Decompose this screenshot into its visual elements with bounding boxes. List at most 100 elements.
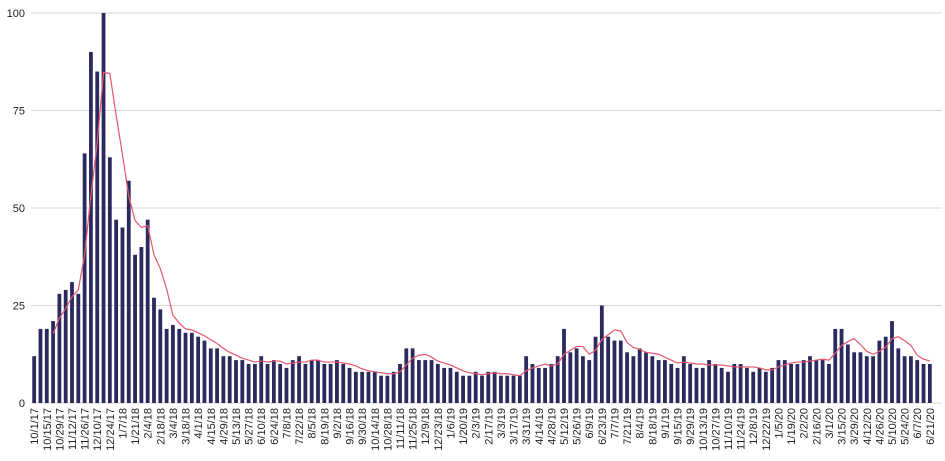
bar bbox=[688, 364, 693, 403]
bar bbox=[309, 360, 314, 403]
bar bbox=[328, 364, 333, 403]
bar bbox=[637, 348, 642, 403]
bar bbox=[177, 328, 182, 403]
x-tick-label: 9/2/18 bbox=[332, 408, 344, 439]
y-tick-label: 100 bbox=[7, 8, 25, 20]
x-tick-label: 3/1/20 bbox=[824, 408, 836, 439]
bar bbox=[524, 356, 529, 403]
bar bbox=[347, 367, 352, 403]
bar bbox=[776, 360, 781, 403]
bar bbox=[902, 356, 907, 403]
bar bbox=[133, 254, 137, 403]
x-tick-label: 3/15/20 bbox=[837, 408, 849, 445]
bar bbox=[385, 375, 390, 403]
x-tick-label: 6/24/18 bbox=[269, 408, 281, 445]
bar bbox=[107, 157, 112, 403]
x-tick-label: 10/27/19 bbox=[710, 408, 722, 451]
bar bbox=[265, 364, 270, 403]
bar bbox=[795, 364, 800, 403]
bar bbox=[335, 360, 339, 403]
bar bbox=[644, 352, 648, 403]
bar bbox=[322, 364, 327, 403]
x-tick-label: 4/14/19 bbox=[534, 408, 546, 445]
bar bbox=[435, 364, 440, 403]
x-tick-label: 2/17/19 bbox=[483, 408, 495, 445]
bar bbox=[164, 328, 169, 403]
bar bbox=[139, 247, 144, 403]
bar bbox=[833, 328, 838, 403]
bar bbox=[120, 227, 125, 403]
bar bbox=[353, 371, 358, 403]
bar bbox=[612, 340, 617, 403]
x-tick-label: 8/18/19 bbox=[647, 408, 659, 445]
bar bbox=[511, 375, 516, 403]
bar bbox=[770, 367, 775, 403]
x-tick-label: 3/29/20 bbox=[849, 408, 861, 445]
x-tick-label: 2/16/20 bbox=[811, 408, 823, 445]
x-tick-label: 6/9/19 bbox=[584, 408, 596, 439]
bar bbox=[171, 325, 175, 403]
bar bbox=[202, 340, 207, 403]
x-tick-label: 4/29/18 bbox=[218, 408, 230, 445]
bar bbox=[82, 153, 87, 403]
x-tick-label: 8/5/18 bbox=[307, 408, 319, 439]
bar bbox=[429, 360, 434, 403]
x-tick-label: 9/30/18 bbox=[357, 408, 369, 445]
bar bbox=[814, 360, 819, 403]
bar bbox=[726, 371, 730, 403]
bar bbox=[480, 375, 484, 403]
bar bbox=[694, 367, 699, 403]
bar bbox=[442, 367, 447, 403]
x-tick-label: 7/8/18 bbox=[281, 408, 293, 439]
x-tick-label: 4/15/18 bbox=[206, 408, 218, 445]
bar bbox=[896, 348, 901, 403]
x-tick-label: 3/4/18 bbox=[168, 408, 180, 439]
bar bbox=[240, 360, 245, 403]
x-tick-label: 5/26/19 bbox=[572, 408, 584, 445]
bar bbox=[751, 371, 756, 403]
bar bbox=[454, 371, 459, 403]
bar bbox=[631, 356, 636, 403]
x-tick-label: 3/3/19 bbox=[496, 408, 508, 439]
x-tick-label: 9/16/18 bbox=[345, 408, 357, 445]
bar bbox=[63, 289, 68, 403]
bar bbox=[883, 336, 888, 403]
bar bbox=[839, 328, 844, 403]
bar bbox=[719, 367, 724, 403]
x-tick-label: 6/23/19 bbox=[597, 408, 609, 445]
x-tick-label: 4/28/19 bbox=[546, 408, 558, 445]
bar bbox=[158, 309, 163, 403]
x-tick-label: 12/24/17 bbox=[105, 408, 117, 451]
x-tick-label: 6/21/20 bbox=[925, 408, 937, 445]
x-tick-label: 10/13/19 bbox=[698, 408, 710, 451]
bar bbox=[227, 356, 232, 403]
x-tick-label: 10/29/17 bbox=[54, 408, 66, 451]
bar bbox=[890, 321, 894, 403]
bar bbox=[650, 356, 655, 403]
bar bbox=[290, 360, 295, 403]
x-tick-label: 11/24/19 bbox=[736, 408, 748, 450]
x-tick-label: 8/4/19 bbox=[635, 408, 647, 439]
x-tick-label: 1/20/19 bbox=[458, 408, 470, 445]
bar bbox=[700, 367, 705, 403]
x-tick-label: 11/25/18 bbox=[408, 408, 420, 450]
x-tick-label: 2/18/18 bbox=[155, 408, 167, 445]
x-tick-label: 5/10/20 bbox=[887, 408, 899, 445]
x-tick-label: 10/28/18 bbox=[382, 408, 394, 451]
x-tick-label: 2/4/18 bbox=[143, 408, 155, 439]
bar bbox=[555, 356, 560, 403]
bar bbox=[145, 219, 150, 403]
bar bbox=[391, 371, 396, 403]
bar bbox=[259, 356, 264, 403]
bar bbox=[208, 348, 213, 403]
x-tick-label: 10/15/17 bbox=[42, 408, 54, 451]
bar bbox=[801, 360, 806, 403]
x-tick-label: 1/6/19 bbox=[445, 408, 457, 439]
bar bbox=[95, 71, 100, 403]
bar bbox=[410, 348, 415, 403]
bar bbox=[581, 356, 585, 403]
bar bbox=[234, 360, 238, 403]
x-tick-label: 9/29/19 bbox=[685, 408, 697, 445]
bar bbox=[278, 364, 283, 403]
